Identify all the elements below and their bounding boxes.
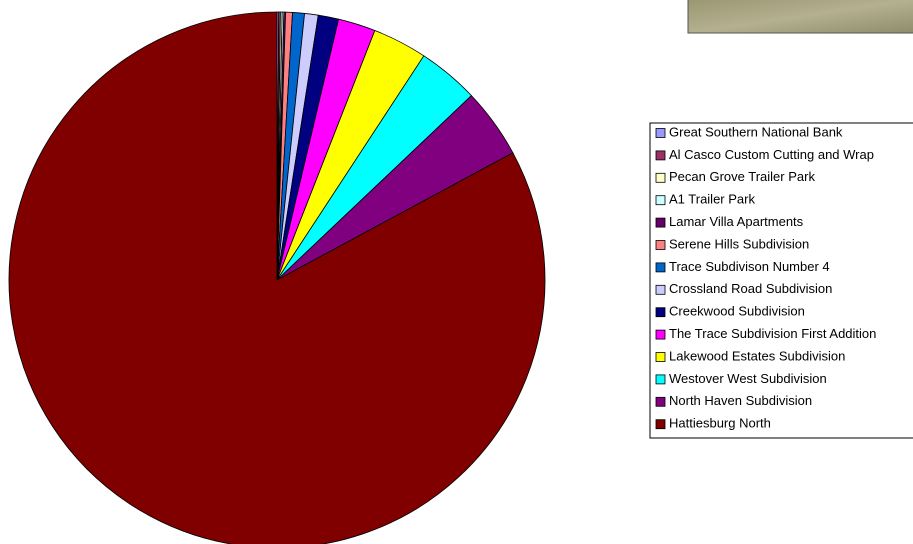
legend-label: Creekwood Subdivision	[669, 304, 805, 319]
legend-label: Trace Subdivison Number 4	[669, 259, 830, 274]
legend-label: Hattiesburg North	[669, 416, 771, 431]
legend-label: Serene Hills Subdivision	[669, 236, 809, 251]
photo-strip	[687, 0, 913, 34]
legend-label: Al Casco Custom Cutting and Wrap	[669, 147, 874, 162]
legend-swatch	[655, 329, 666, 340]
legend-swatch	[655, 240, 666, 250]
legend-swatch	[655, 352, 666, 362]
legend-swatch	[655, 128, 666, 138]
pie	[8, 11, 546, 544]
legend-swatch	[655, 172, 666, 183]
legend-swatch	[655, 217, 666, 228]
legend-label: Lamar Villa Apartments	[669, 214, 804, 229]
legend-swatch	[655, 150, 666, 161]
legend-label: Lakewood Estates Subdivision	[669, 348, 845, 363]
legend-swatch	[655, 374, 666, 385]
legend-box	[649, 122, 913, 439]
legend-swatch	[655, 262, 666, 273]
legend-label: Great Southern National Bank	[669, 124, 843, 139]
legend-swatch	[655, 419, 666, 430]
legend-label: The Trace Subdivision First Addition	[669, 326, 876, 341]
pie-slice	[8, 11, 546, 544]
legend-label: Westover West Subdivision	[669, 371, 827, 386]
legend-swatch	[655, 307, 666, 318]
legend-swatch	[655, 284, 666, 295]
legend: Great Southern National Bank Al Casco Cus…	[655, 124, 876, 431]
legend-label: Pecan Grove Trailer Park	[669, 169, 815, 184]
legend-label: A1 Trailer Park	[669, 192, 755, 207]
legend-swatch	[655, 396, 666, 407]
legend-swatch	[655, 195, 666, 206]
legend-label: North Haven Subdivision	[669, 393, 812, 408]
legend-label: Crossland Road Subdivision	[669, 281, 832, 296]
